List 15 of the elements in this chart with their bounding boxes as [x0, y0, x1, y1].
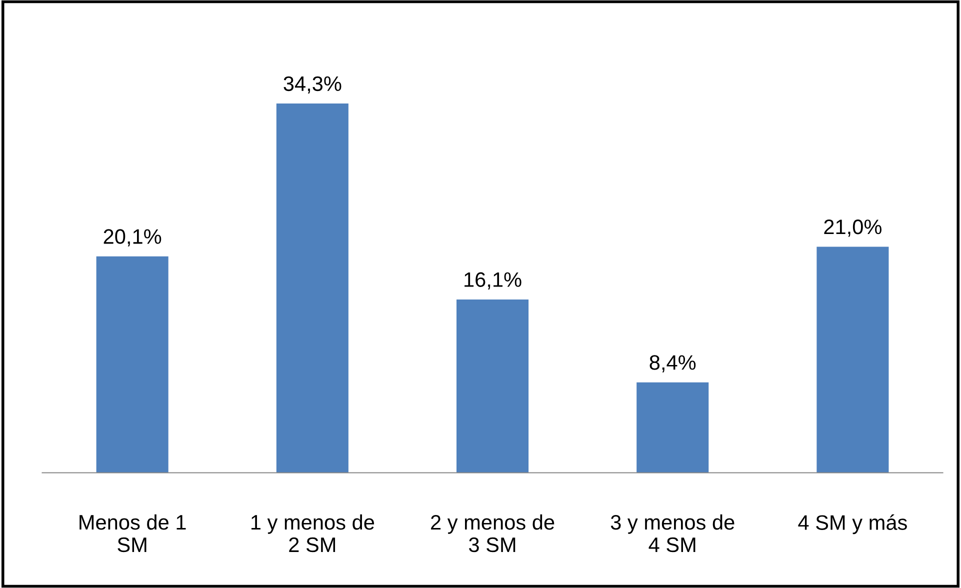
data-label: 34,3% — [284, 76, 342, 94]
x-tick-label: 2 y menos de 3 SM — [431, 514, 554, 552]
x-tick-label: 1 y menos de 2 SM — [251, 514, 374, 552]
data-label: 16,1% — [464, 272, 522, 290]
data-label: 21,0% — [824, 219, 882, 237]
x-tick-label: 3 y menos de 4 SM — [610, 514, 734, 552]
bar — [276, 104, 348, 473]
x-tick-label: Menos de 1 SM — [80, 514, 186, 552]
bar — [636, 382, 709, 473]
bar — [456, 299, 529, 473]
bar — [96, 256, 168, 473]
data-label: 20,1% — [104, 229, 162, 246]
x-tick-label: 4 SM y más — [798, 514, 907, 534]
data-label: 8,4% — [650, 355, 696, 372]
bar — [816, 246, 889, 473]
